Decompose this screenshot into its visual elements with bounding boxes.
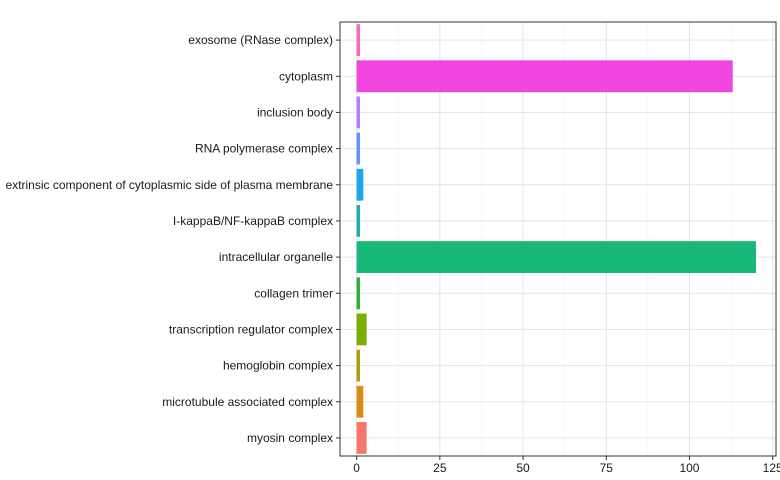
x-tick-label: 125 xyxy=(763,461,780,475)
x-axis: 0 25 50 75 100 125 xyxy=(353,456,780,475)
bar xyxy=(356,168,364,201)
y-tick-label: microtubule associated complex xyxy=(162,395,333,409)
minor-gridlines xyxy=(397,22,732,456)
y-tick-label: myosin complex xyxy=(247,431,333,445)
x-tick-label: 25 xyxy=(433,461,447,475)
bar xyxy=(356,313,367,346)
y-tick-label: extrinsic component of cytoplasmic side … xyxy=(6,178,334,192)
bar xyxy=(356,132,360,165)
x-tick-label: 75 xyxy=(600,461,614,475)
y-tick-label: I-kappaB/NF-kappaB complex xyxy=(173,214,333,228)
panel-border xyxy=(339,21,777,457)
y-tick-label: RNA polymerase complex xyxy=(195,142,333,156)
bar xyxy=(356,24,360,56)
bars xyxy=(356,24,757,454)
y-tick-label: intracellular organelle xyxy=(219,250,333,264)
y-tick-label: transcription regulator complex xyxy=(169,322,333,336)
bar xyxy=(356,60,733,93)
bar xyxy=(356,422,367,454)
bar xyxy=(356,277,360,310)
bar xyxy=(356,96,360,129)
bar xyxy=(356,349,360,382)
bar xyxy=(356,205,360,237)
y-tick-label: hemoglobin complex xyxy=(223,359,333,373)
bar xyxy=(356,241,757,273)
y-tick-label: inclusion body xyxy=(257,105,333,119)
y-tick-label: exosome (RNase complex) xyxy=(188,33,333,47)
y-tick-label: collagen trimer xyxy=(254,286,333,300)
y-axis: exosome (RNase complex) cytoplasm inclusio… xyxy=(6,33,340,445)
x-tick-label: 50 xyxy=(516,461,530,475)
x-tick-label: 0 xyxy=(353,461,360,475)
bar xyxy=(356,385,364,418)
x-tick-label: 100 xyxy=(679,461,699,475)
y-tick-label: cytoplasm xyxy=(279,69,333,83)
